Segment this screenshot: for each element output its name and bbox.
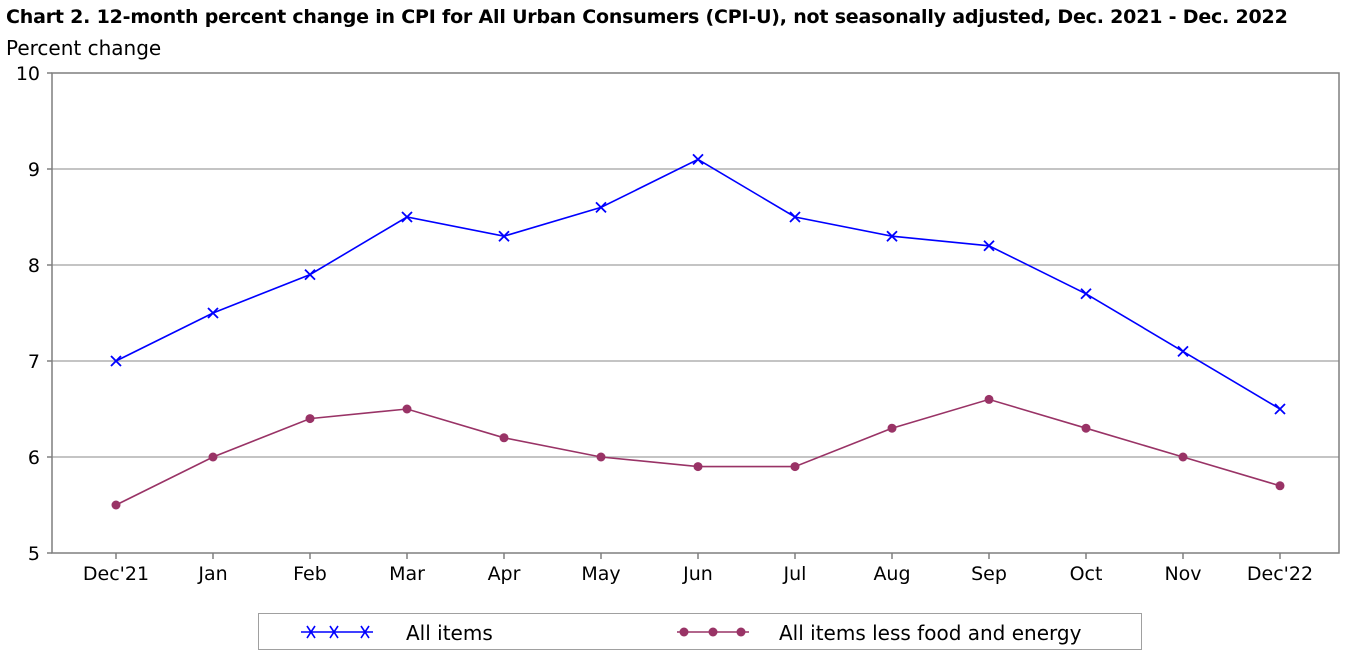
data-point — [304, 268, 316, 281]
series-line — [115, 158, 1281, 410]
data-point — [1080, 288, 1092, 300]
data-point — [207, 307, 219, 319]
x-tick-label: Sep — [971, 563, 1007, 585]
data-point — [596, 452, 606, 462]
data-point — [111, 500, 121, 510]
data-point — [789, 211, 801, 223]
x-tick-label: Mar — [389, 563, 425, 585]
x-tick-label: Jan — [197, 563, 227, 585]
data-point — [1081, 423, 1091, 433]
series-layer — [110, 153, 1286, 510]
series-1 — [111, 394, 1285, 510]
data-point — [1178, 452, 1188, 462]
legend-label-core: All items less food and energy — [779, 621, 1082, 645]
line-chart: 5 6 7 8 9 10 Dec'21 Jan Feb Mar Apr May Jun Jul Aug Se… — [16, 63, 1340, 585]
series-line — [115, 398, 1281, 506]
x-tick-label: Apr — [488, 563, 521, 585]
data-point — [693, 462, 703, 472]
y-tick-label: 10 — [16, 63, 40, 85]
data-point — [886, 230, 898, 242]
x-tick-label: Feb — [293, 563, 327, 585]
data-point — [305, 414, 315, 424]
data-point — [499, 433, 509, 443]
data-point — [790, 462, 800, 472]
legend-swatches — [301, 625, 749, 639]
y-tick-label: 7 — [28, 351, 40, 373]
legend-swatch-core — [677, 627, 749, 637]
data-point — [595, 201, 607, 214]
data-point — [983, 240, 995, 252]
series-0 — [110, 153, 1286, 415]
y-tick-label: 5 — [28, 543, 40, 565]
x-tick-label: Nov — [1164, 563, 1201, 585]
data-point — [401, 211, 413, 223]
x-tick-label: Dec'22 — [1247, 563, 1313, 585]
data-point — [984, 394, 994, 404]
data-point — [1177, 345, 1189, 358]
y-tick-label: 6 — [28, 447, 40, 469]
y-tick-label: 8 — [28, 255, 40, 277]
data-point — [1275, 481, 1285, 491]
data-point — [498, 230, 510, 242]
x-tick-label: Aug — [873, 563, 910, 585]
data-point — [110, 355, 122, 367]
legend: All items All items less food and energy — [258, 613, 1142, 650]
y-axis-label: Percent change — [6, 36, 162, 60]
x-tick-label: May — [581, 563, 620, 585]
chart-title: Chart 2. 12-month percent change in CPI … — [6, 6, 1288, 28]
y-axis-ticks: 5 6 7 8 9 10 — [16, 63, 52, 565]
x-tick-label: Jun — [682, 563, 713, 585]
data-point — [692, 153, 704, 166]
x-tick-label: Dec'21 — [83, 563, 149, 585]
x-axis-ticks: Dec'21 Jan Feb Mar Apr May Jun Jul Aug Sep Oct Nov D… — [83, 553, 1313, 585]
gridlines — [52, 168, 1339, 458]
plot-area — [51, 72, 1340, 554]
data-point — [402, 404, 412, 414]
legend-label-all-items: All items — [406, 621, 493, 645]
y-tick-label: 9 — [28, 159, 40, 181]
x-tick-label: Jul — [783, 563, 807, 585]
x-tick-label: Oct — [1070, 563, 1103, 585]
legend-swatch-all-items — [301, 625, 373, 639]
data-point — [1274, 403, 1286, 415]
data-point — [208, 452, 218, 462]
data-point — [887, 423, 897, 433]
